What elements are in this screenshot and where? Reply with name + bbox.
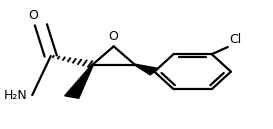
Text: H₂N: H₂N: [4, 89, 27, 102]
Text: O: O: [29, 9, 38, 22]
Text: Cl: Cl: [229, 33, 241, 46]
Polygon shape: [134, 64, 159, 75]
Text: O: O: [109, 30, 118, 43]
Polygon shape: [65, 64, 93, 98]
